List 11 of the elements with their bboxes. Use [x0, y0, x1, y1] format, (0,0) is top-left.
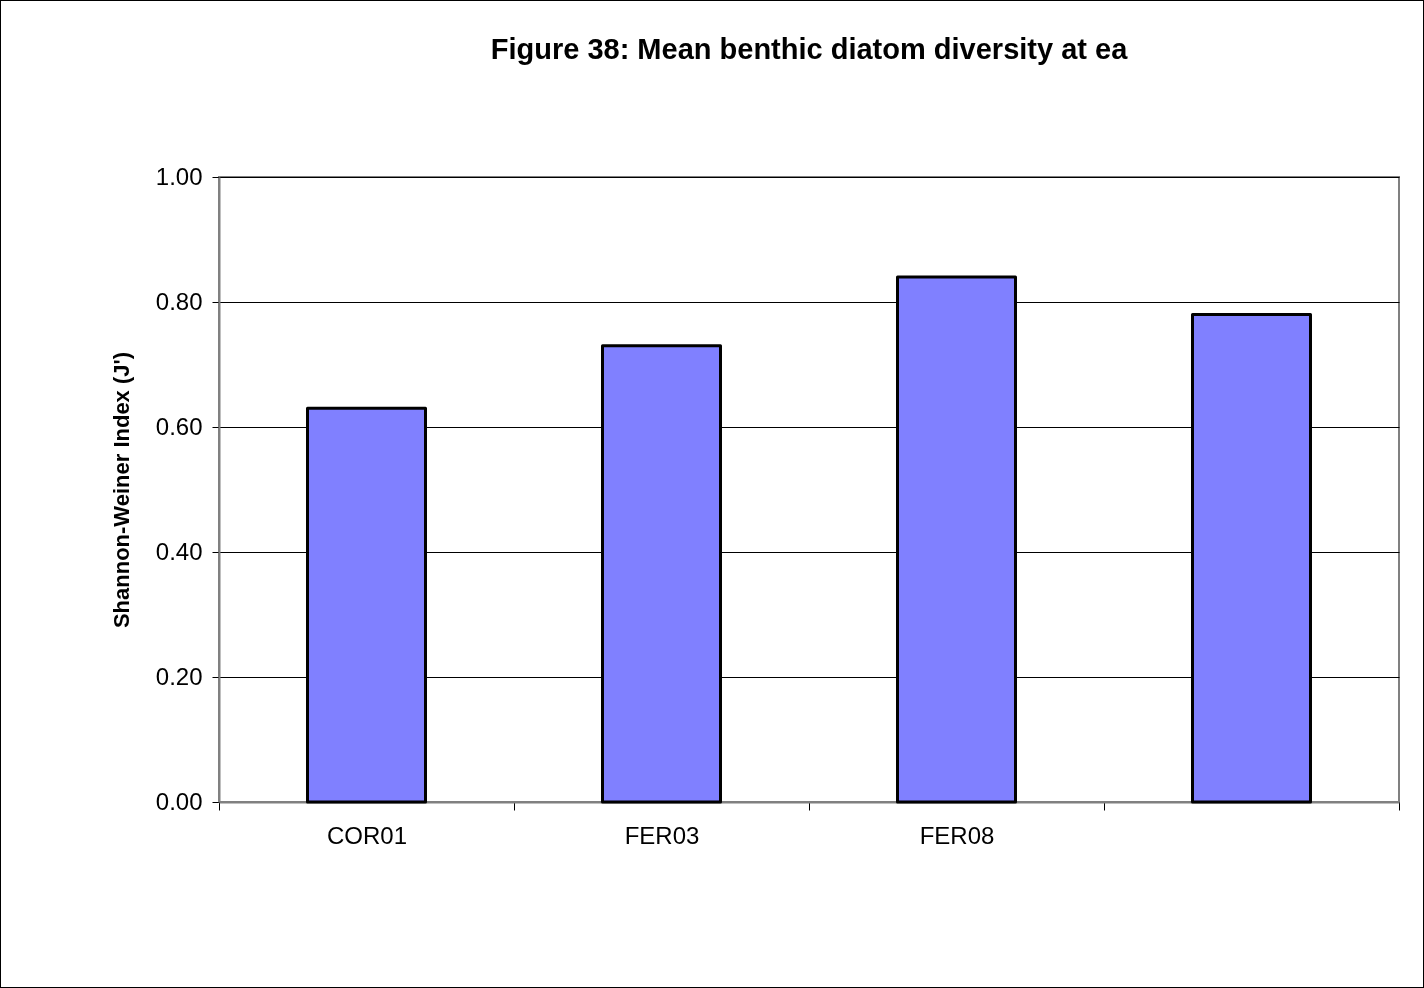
- x-tick-label: COR01: [326, 821, 408, 849]
- y-tick-label: 0.60: [155, 412, 203, 440]
- y-tick-label: 1.00: [155, 162, 203, 190]
- x-tick-label: FER08: [919, 821, 995, 849]
- y-tick-label: 0.80: [155, 287, 203, 315]
- y-tick-label: 0.00: [155, 787, 203, 815]
- y-axis-title: Shannon-Weiner Index (J'): [108, 351, 134, 629]
- y-tick-label: 0.20: [155, 662, 203, 690]
- y-tick-label: 0.40: [155, 537, 203, 565]
- x-tick-label: FER03: [624, 821, 700, 849]
- chart-title: Figure 38: Mean benthic diatom diversity at ea: [490, 33, 1129, 65]
